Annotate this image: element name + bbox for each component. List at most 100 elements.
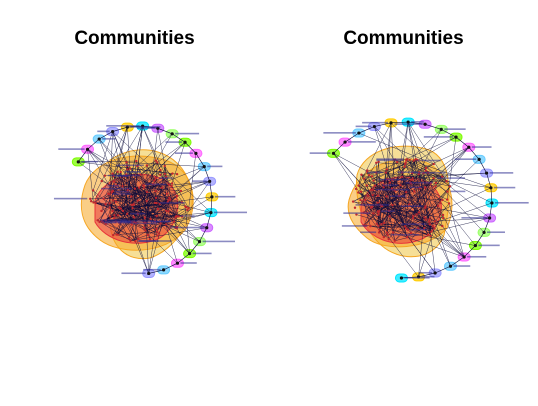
node-label-mark bbox=[137, 127, 155, 129]
ring-node bbox=[202, 164, 206, 169]
network-node bbox=[360, 173, 363, 176]
network-node bbox=[177, 215, 180, 218]
node-label-mark bbox=[143, 268, 161, 271]
network-node bbox=[436, 204, 440, 208]
network-edge bbox=[373, 213, 395, 241]
ring-edge bbox=[490, 187, 493, 203]
network-node bbox=[132, 215, 136, 219]
network-node bbox=[359, 190, 363, 193]
ring-edge bbox=[450, 256, 465, 267]
network-node bbox=[160, 186, 164, 189]
network-edge bbox=[376, 162, 406, 165]
ring-node bbox=[175, 261, 180, 265]
network-edge bbox=[358, 163, 406, 186]
network-edge bbox=[103, 178, 156, 223]
network-node bbox=[405, 227, 408, 230]
network-node bbox=[359, 198, 362, 202]
node-label-mark bbox=[454, 158, 477, 160]
network-edge bbox=[157, 162, 170, 198]
node-label-mark bbox=[192, 252, 212, 255]
network-node bbox=[426, 233, 430, 237]
network-node bbox=[388, 215, 391, 218]
network-edge bbox=[374, 159, 416, 186]
ring-node bbox=[111, 129, 115, 134]
network-node bbox=[378, 228, 381, 231]
network-node bbox=[380, 222, 383, 226]
network-node bbox=[372, 179, 375, 182]
network-edge bbox=[188, 153, 197, 209]
network-edge bbox=[446, 137, 457, 200]
network-edge bbox=[143, 185, 200, 242]
ring-edge bbox=[455, 136, 470, 148]
network-edge bbox=[155, 178, 186, 207]
network-node bbox=[154, 190, 157, 193]
node-label-mark bbox=[394, 123, 423, 125]
network-edge bbox=[146, 165, 176, 217]
network-edge bbox=[361, 174, 379, 213]
ring-edge bbox=[441, 129, 457, 138]
network-node bbox=[382, 221, 386, 225]
network-edge bbox=[98, 138, 157, 217]
node-label-mark bbox=[493, 186, 516, 189]
network-node bbox=[130, 223, 133, 226]
node-label-mark bbox=[150, 220, 172, 223]
node-label-mark bbox=[100, 187, 132, 190]
node-label-mark bbox=[375, 188, 410, 191]
network-node bbox=[184, 205, 187, 208]
network-edge bbox=[407, 122, 432, 232]
node-label-mark bbox=[423, 136, 454, 138]
network-edge bbox=[388, 178, 434, 240]
network-node bbox=[100, 179, 103, 183]
network-node bbox=[157, 232, 161, 235]
network-edge bbox=[366, 212, 385, 238]
network-edge bbox=[435, 182, 451, 187]
network-edge bbox=[407, 121, 451, 187]
node-label-mark bbox=[444, 128, 466, 130]
node-label-mark bbox=[450, 190, 466, 193]
network-edge bbox=[109, 131, 113, 204]
left-panel: Communities bbox=[53, 28, 248, 278]
network-edge bbox=[119, 207, 175, 222]
node-label-mark bbox=[107, 174, 140, 177]
network-edge bbox=[103, 191, 112, 199]
network-node bbox=[377, 213, 380, 216]
ring-node bbox=[197, 240, 202, 244]
ring-edge bbox=[486, 172, 492, 188]
network-edge bbox=[356, 214, 431, 237]
network-node bbox=[163, 164, 166, 168]
network-node bbox=[145, 190, 149, 194]
network-node bbox=[149, 217, 152, 221]
network-node bbox=[159, 222, 162, 225]
network-edge bbox=[361, 166, 405, 176]
network-node bbox=[156, 161, 159, 164]
network-edge bbox=[144, 166, 205, 218]
network-node bbox=[371, 193, 374, 197]
network-node bbox=[377, 210, 380, 214]
node-label-mark bbox=[416, 159, 441, 162]
network-node bbox=[113, 216, 116, 220]
network-edge bbox=[145, 202, 157, 224]
network-edge bbox=[413, 160, 451, 267]
network-edge bbox=[376, 182, 431, 224]
network-node bbox=[351, 200, 355, 203]
network-node bbox=[441, 224, 444, 228]
network-edge bbox=[366, 212, 429, 236]
network-node bbox=[111, 189, 115, 193]
node-label-mark bbox=[467, 255, 487, 258]
node-label-mark bbox=[112, 193, 131, 195]
ring-node bbox=[85, 147, 90, 151]
network-node bbox=[168, 196, 171, 199]
network-node bbox=[163, 172, 166, 176]
ring-edge bbox=[209, 181, 213, 197]
node-label-mark bbox=[355, 204, 390, 206]
network-node bbox=[155, 227, 158, 231]
node-label-mark bbox=[323, 132, 356, 134]
network-edge bbox=[394, 159, 448, 192]
network-node bbox=[424, 169, 427, 172]
network-edge bbox=[114, 215, 160, 234]
right-panel: Communities bbox=[269, 0, 538, 406]
network-edge bbox=[116, 231, 158, 235]
network-node bbox=[175, 194, 179, 198]
network-node bbox=[375, 161, 378, 164]
node-label-mark bbox=[348, 141, 376, 143]
